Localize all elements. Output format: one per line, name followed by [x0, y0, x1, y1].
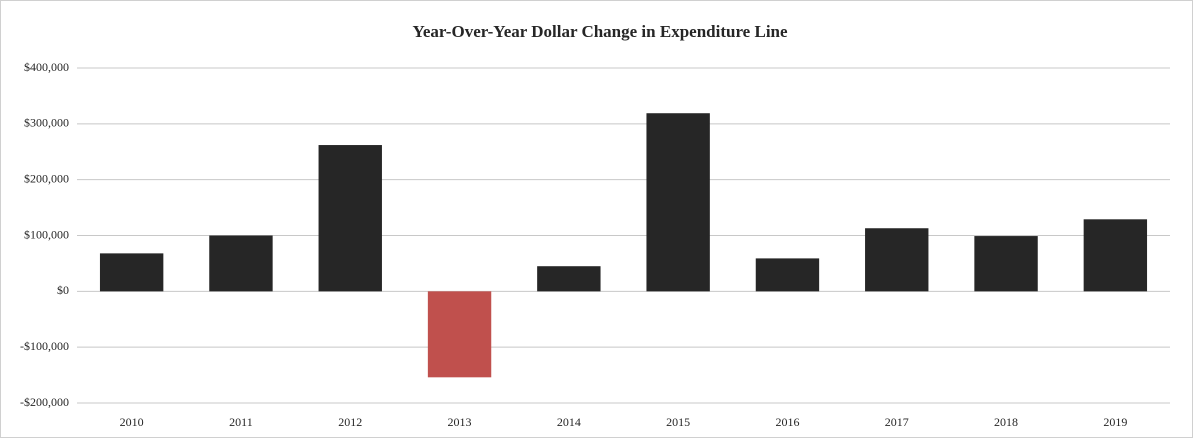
y-tick-label: $100,000 [24, 227, 69, 241]
y-tick-label: -$200,000 [20, 395, 69, 409]
bar [537, 266, 601, 292]
y-tick-label: $0 [57, 283, 69, 297]
bar [1083, 219, 1148, 292]
y-tick-label: -$100,000 [20, 339, 69, 353]
bar [209, 235, 273, 292]
bar [755, 258, 820, 292]
x-tick-label: 2014 [557, 415, 581, 429]
bar [427, 291, 492, 378]
x-tick-label: 2016 [775, 415, 799, 429]
x-tick-label: 2017 [885, 415, 909, 429]
bar [646, 113, 710, 292]
x-tick-label: 2018 [994, 415, 1018, 429]
bar [974, 236, 1038, 292]
chart-title: Year-Over-Year Dollar Change in Expendit… [412, 22, 788, 41]
bar [865, 228, 929, 292]
y-tick-label: $300,000 [24, 116, 69, 130]
x-tick-label: 2013 [448, 415, 472, 429]
x-tick-label: 2019 [1103, 415, 1127, 429]
x-tick-label: 2012 [338, 415, 362, 429]
x-tick-label: 2010 [120, 415, 144, 429]
x-tick-label: 2011 [229, 415, 253, 429]
y-tick-label: $400,000 [24, 60, 69, 74]
bar [318, 145, 382, 292]
x-tick-label: 2015 [666, 415, 690, 429]
y-tick-label: $200,000 [24, 171, 69, 185]
bar [99, 253, 164, 292]
